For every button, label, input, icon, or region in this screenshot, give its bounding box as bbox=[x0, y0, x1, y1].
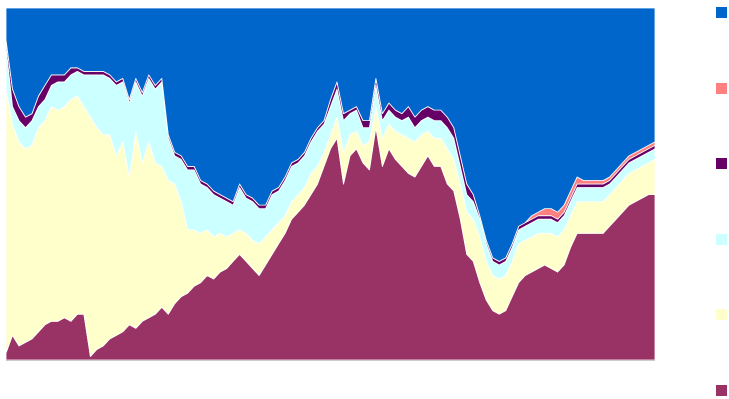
legend-swatch-light-yellow bbox=[716, 309, 727, 320]
legend-swatch-blue bbox=[716, 7, 727, 18]
legend-swatch-plum bbox=[716, 384, 727, 396]
legend-swatch-dark-purple bbox=[716, 158, 727, 169]
area-series-group bbox=[5, 7, 656, 361]
legend-swatch-salmon bbox=[716, 82, 727, 94]
legend-swatch-light-cyan bbox=[716, 233, 727, 245]
area-series-6 bbox=[5, 7, 656, 262]
